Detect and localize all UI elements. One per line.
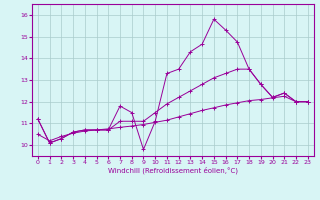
- X-axis label: Windchill (Refroidissement éolien,°C): Windchill (Refroidissement éolien,°C): [108, 167, 238, 174]
